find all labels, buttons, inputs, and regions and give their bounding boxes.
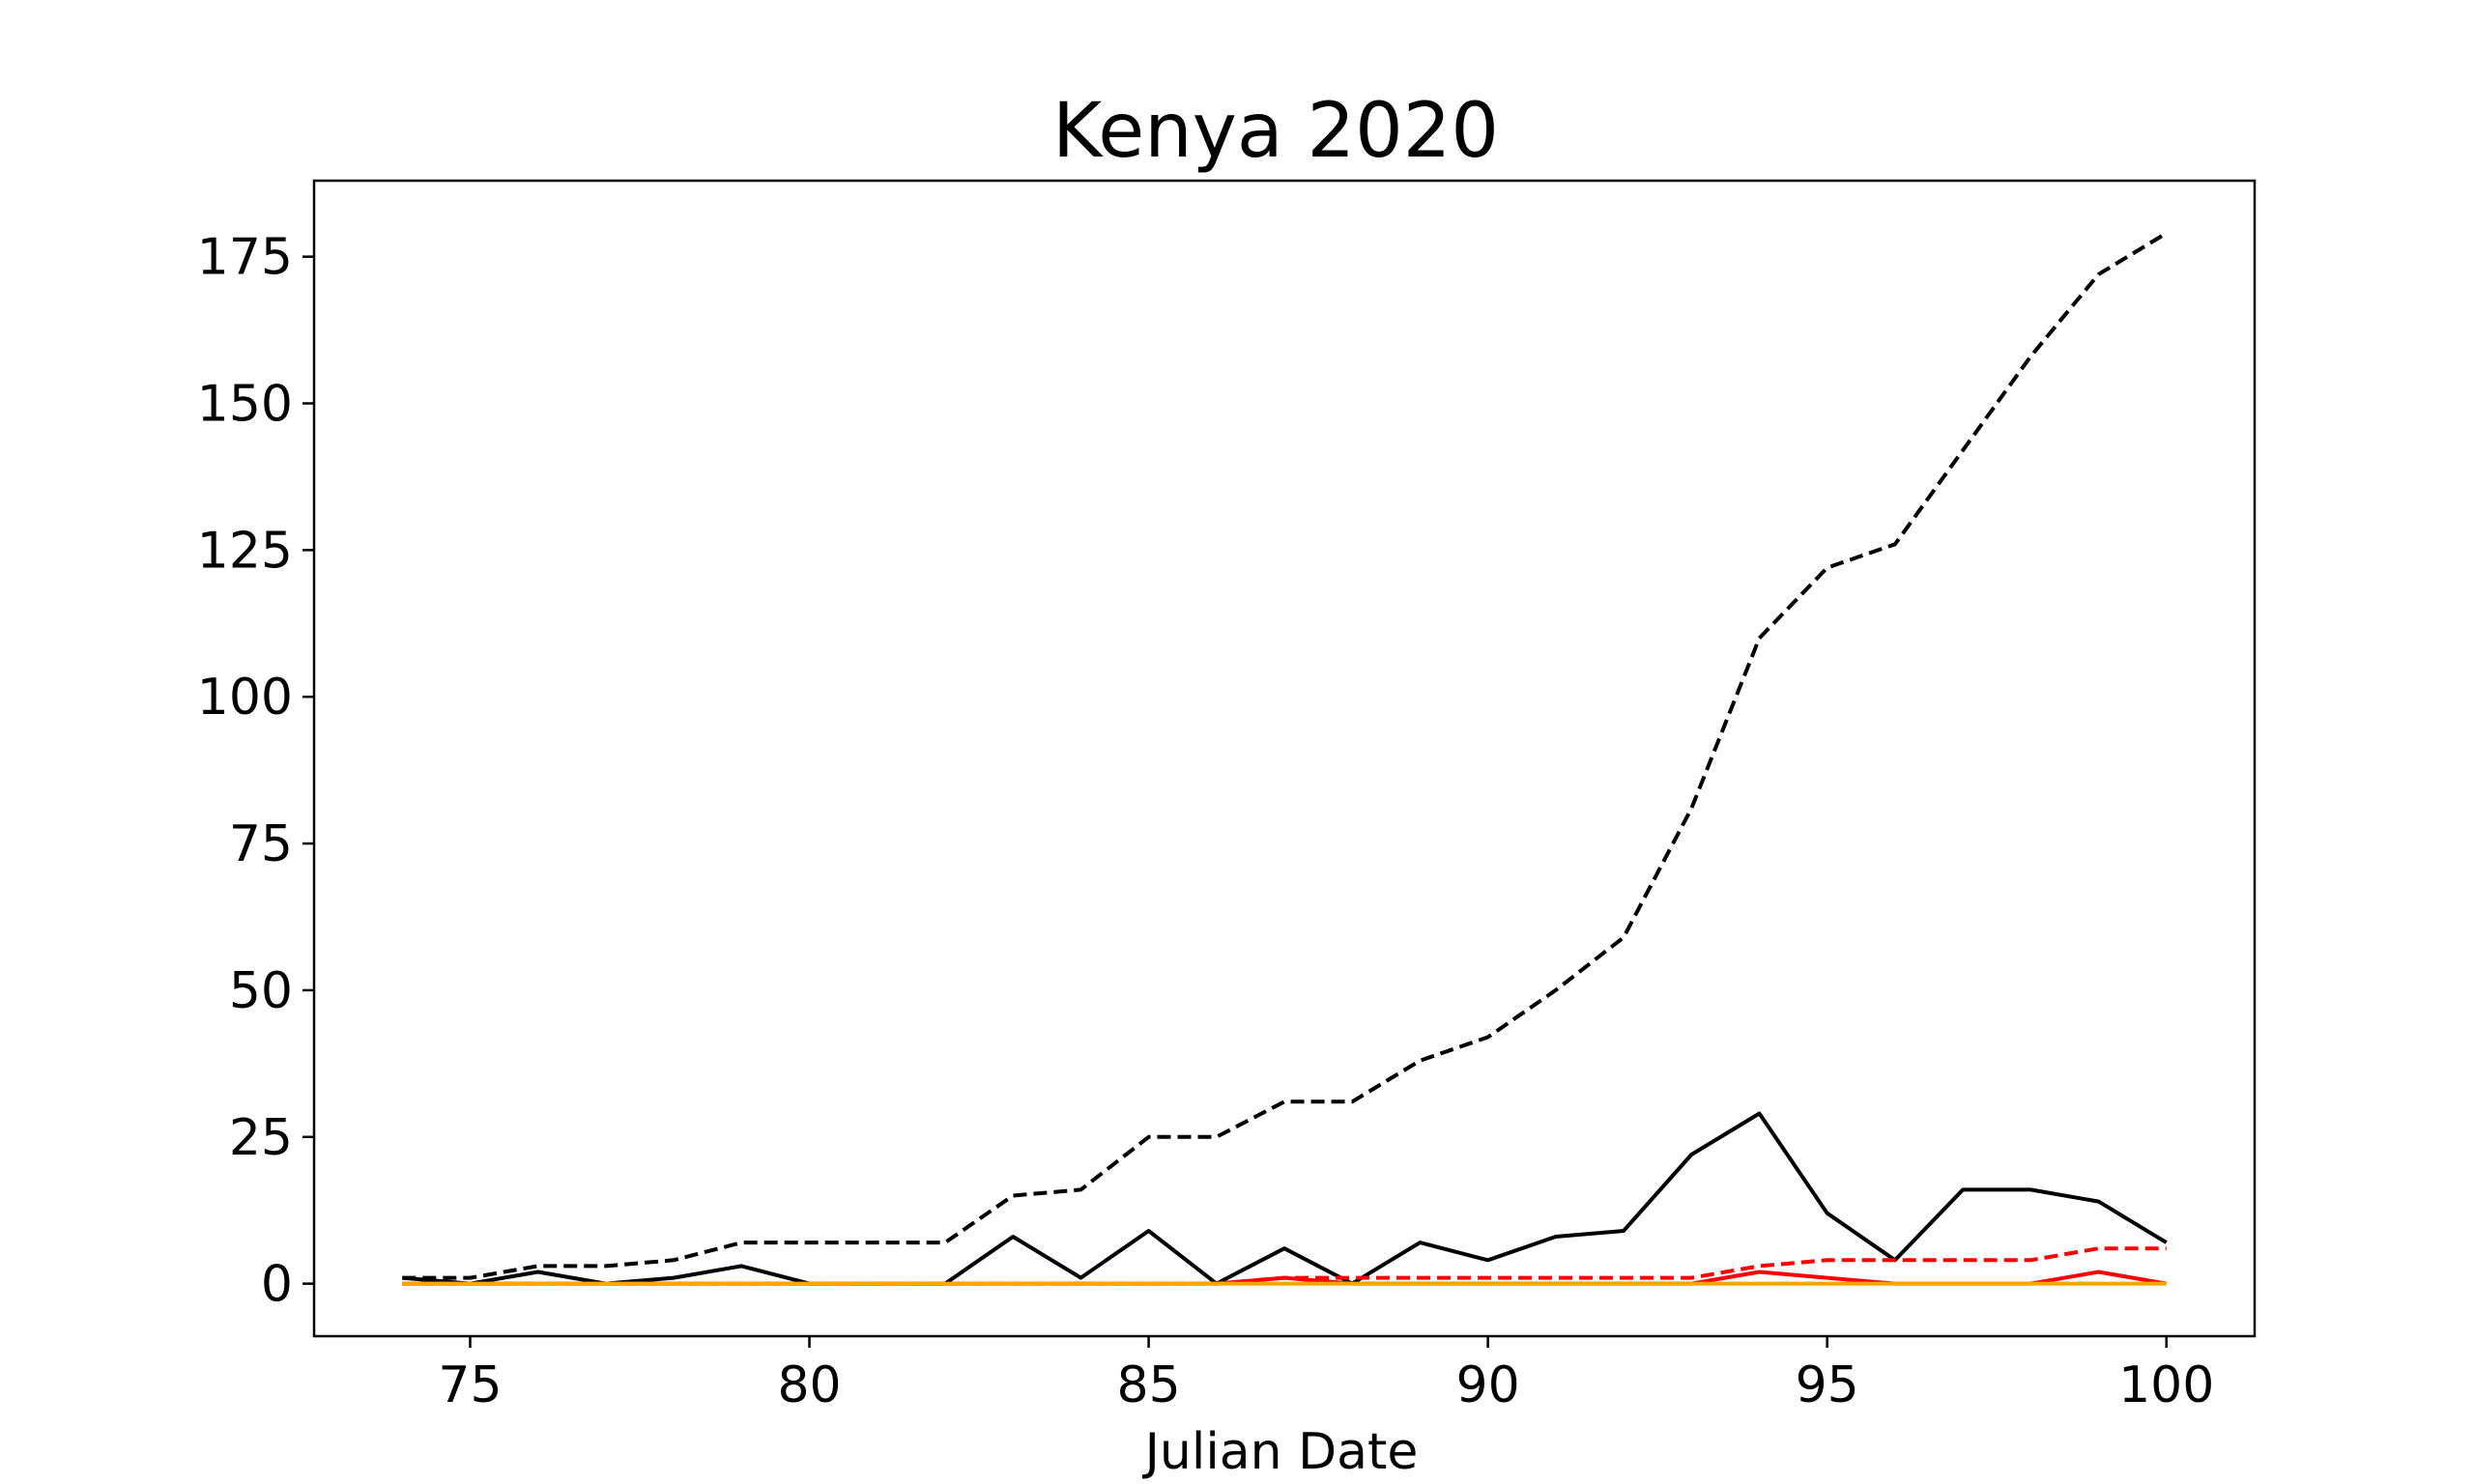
y-tick-label: 125 [197,522,293,580]
x-tick-label: 100 [2118,1356,2214,1414]
x-tick-label: 90 [1456,1356,1520,1414]
x-axis-label: Julian Date [1142,1423,1419,1481]
x-tick-label: 85 [1116,1356,1180,1414]
y-tick-label: 50 [229,962,293,1020]
y-tick-label: 175 [197,229,293,287]
chart-title: Kenya 2020 [1052,88,1499,175]
x-tick-label: 75 [438,1356,502,1414]
x-axis: 75 80 85 90 95 100 [438,1336,2214,1414]
series-line-1 [402,231,2168,1280]
y-tick-label: 25 [229,1109,293,1167]
plot-frame [312,179,2257,1338]
y-axis: 0 25 50 75 100 125 150 175 [197,229,314,1314]
plot-lines [402,231,2168,1286]
x-tick-label: 80 [777,1356,841,1414]
x-tick-label: 95 [1796,1356,1859,1414]
y-tick-label: 0 [261,1256,293,1314]
series-line-2 [402,1111,2168,1286]
y-tick-label: 150 [197,376,293,434]
y-tick-label: 75 [229,815,293,873]
y-tick-label: 100 [197,669,293,727]
